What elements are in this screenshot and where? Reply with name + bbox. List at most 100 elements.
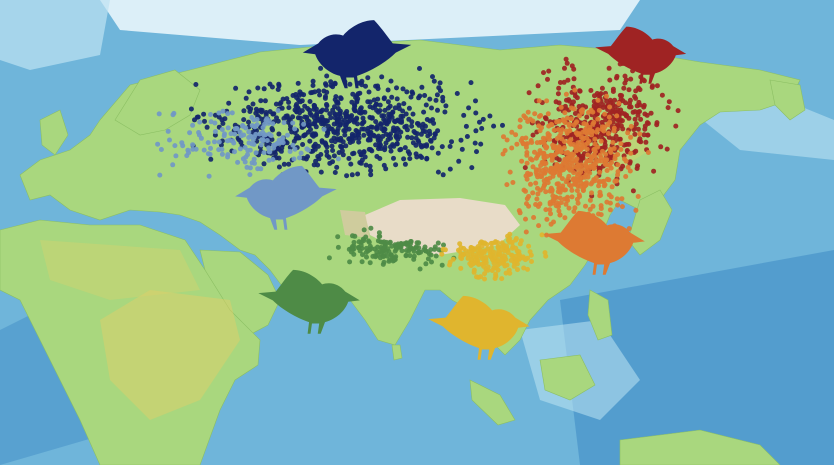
occurrence-point bbox=[557, 171, 563, 177]
occurrence-point bbox=[295, 115, 301, 121]
occurrence-point bbox=[558, 148, 564, 154]
occurrence-point bbox=[382, 120, 388, 126]
occurrence-point bbox=[173, 153, 179, 159]
occurrence-point bbox=[373, 254, 379, 260]
occurrence-point bbox=[611, 146, 617, 151]
occurrence-point bbox=[312, 121, 318, 127]
occurrence-point bbox=[275, 108, 281, 114]
occurrence-point bbox=[305, 154, 310, 160]
occurrence-point bbox=[526, 243, 532, 249]
occurrence-point bbox=[441, 242, 446, 248]
occurrence-point bbox=[350, 91, 356, 97]
occurrence-point bbox=[577, 113, 582, 119]
occurrence-point bbox=[506, 267, 512, 273]
occurrence-point bbox=[392, 118, 397, 124]
occurrence-point bbox=[363, 162, 369, 168]
occurrence-point bbox=[323, 141, 329, 147]
occurrence-point bbox=[461, 112, 467, 118]
occurrence-point bbox=[599, 119, 605, 125]
occurrence-point bbox=[619, 93, 625, 99]
occurrence-point bbox=[433, 253, 439, 259]
occurrence-point bbox=[557, 195, 563, 201]
occurrence-point bbox=[255, 166, 261, 172]
occurrence-point bbox=[589, 132, 595, 138]
occurrence-point bbox=[579, 134, 584, 140]
occurrence-point bbox=[204, 124, 210, 130]
occurrence-point bbox=[550, 169, 556, 175]
occurrence-point bbox=[430, 117, 436, 123]
occurrence-point bbox=[491, 265, 497, 270]
occurrence-point bbox=[575, 166, 581, 171]
occurrence-point bbox=[410, 91, 416, 96]
occurrence-point bbox=[241, 108, 247, 114]
occurrence-point bbox=[623, 174, 629, 179]
occurrence-point bbox=[562, 215, 568, 221]
occurrence-point bbox=[237, 129, 243, 135]
occurrence-point bbox=[632, 131, 638, 137]
occurrence-point bbox=[224, 138, 230, 144]
occurrence-point bbox=[359, 259, 365, 265]
songbird-icon bbox=[543, 210, 645, 275]
occurrence-point bbox=[367, 136, 373, 142]
occurrence-point bbox=[607, 77, 613, 83]
occurrence-point bbox=[373, 142, 379, 148]
occurrence-point bbox=[665, 105, 671, 111]
occurrence-point bbox=[549, 122, 555, 128]
occurrence-point bbox=[328, 79, 334, 85]
occurrence-point bbox=[567, 128, 573, 133]
occurrence-point bbox=[405, 134, 411, 140]
occurrence-point bbox=[517, 252, 522, 258]
occurrence-point bbox=[473, 98, 478, 104]
occurrence-point bbox=[535, 174, 541, 180]
occurrence-point bbox=[535, 153, 541, 159]
occurrence-point bbox=[378, 245, 384, 250]
occurrence-point bbox=[495, 244, 501, 250]
occurrence-point bbox=[568, 116, 574, 122]
occurrence-point bbox=[424, 156, 430, 162]
occurrence-point bbox=[206, 173, 212, 179]
occurrence-point bbox=[220, 108, 226, 114]
occurrence-point bbox=[557, 80, 563, 85]
occurrence-point bbox=[416, 139, 422, 145]
occurrence-point bbox=[301, 121, 307, 127]
occurrence-point bbox=[628, 76, 634, 82]
occurrence-point bbox=[232, 149, 237, 155]
occurrence-point bbox=[621, 85, 627, 91]
occurrence-point bbox=[595, 116, 601, 122]
occurrence-point bbox=[469, 165, 475, 171]
occurrence-point bbox=[273, 101, 279, 107]
occurrence-point bbox=[299, 91, 305, 97]
occurrence-point bbox=[523, 229, 529, 235]
occurrence-point bbox=[597, 169, 603, 175]
occurrence-point bbox=[580, 174, 586, 180]
occurrence-point bbox=[659, 92, 665, 98]
occurrence-point bbox=[477, 119, 482, 125]
occurrence-point bbox=[243, 154, 249, 160]
occurrence-point bbox=[351, 239, 357, 245]
occurrence-point bbox=[359, 82, 365, 88]
occurrence-point bbox=[618, 123, 624, 129]
occurrence-point bbox=[604, 199, 610, 205]
occurrence-point bbox=[575, 200, 581, 206]
occurrence-point bbox=[216, 139, 222, 145]
occurrence-point bbox=[535, 83, 541, 89]
occurrence-point bbox=[341, 128, 347, 134]
occurrence-point bbox=[569, 187, 575, 193]
occurrence-point bbox=[381, 95, 387, 101]
occurrence-point bbox=[365, 75, 371, 81]
occurrence-point bbox=[568, 105, 574, 111]
occurrence-point bbox=[300, 142, 306, 147]
occurrence-point bbox=[336, 111, 342, 117]
occurrence-point bbox=[410, 111, 416, 117]
occurrence-point bbox=[479, 126, 485, 131]
occurrence-point bbox=[216, 110, 222, 116]
occurrence-point bbox=[347, 114, 353, 120]
occurrence-point bbox=[374, 154, 380, 159]
occurrence-point bbox=[511, 263, 517, 269]
occurrence-point bbox=[326, 123, 331, 129]
occurrence-point bbox=[373, 101, 379, 107]
occurrence-point bbox=[368, 147, 374, 153]
occurrence-point bbox=[555, 91, 561, 97]
songbird-icon bbox=[235, 165, 337, 230]
occurrence-point bbox=[362, 154, 368, 160]
